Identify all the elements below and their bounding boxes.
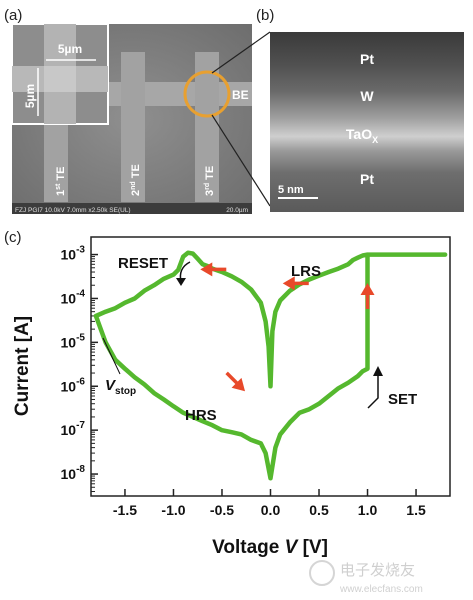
layer-label-taox: TaOX <box>346 126 378 145</box>
x-tick-label: 1.0 <box>358 502 378 518</box>
direction-arrow <box>360 282 375 309</box>
watermark-url: www.elecfans.com <box>339 584 423 595</box>
set-bent-arrow <box>367 372 379 409</box>
te-label-3: 3rd TE <box>204 166 216 196</box>
x-tick-label: 1.5 <box>406 502 426 518</box>
annotation-reset: RESET <box>118 255 168 272</box>
direction-arrow-head <box>231 377 246 392</box>
tem-scale-label: 5 nm <box>278 184 304 196</box>
top-electrode-3 <box>195 52 219 202</box>
sem-scale-text: 20.0µm <box>226 207 248 214</box>
inset-crossing <box>44 66 76 92</box>
y-tick-label: 10-5 <box>61 332 86 350</box>
y-tick-label: 10-7 <box>61 420 86 438</box>
te-label-1: 1st TE <box>55 167 67 196</box>
inset-scale-h-label: 5µm <box>58 42 82 56</box>
watermark: 电子发烧友 www.elecfans.com <box>309 560 423 595</box>
crosspoint-highlight-circle <box>183 70 231 118</box>
annotation-lrs: LRS <box>291 263 321 280</box>
x-tick-label: 0.5 <box>309 502 329 518</box>
panel-c: (c) 10-3 10-4 10-5 10-6 10-7 10-8 -1.5 -1.0 -0.… <box>4 229 451 558</box>
x-axis: -1.5 -1.0 -0.5 0.0 0.5 1.0 1.5 <box>113 489 426 518</box>
inset-scale-v-label: 5µm <box>23 84 37 108</box>
x-tick-label: -0.5 <box>210 502 234 518</box>
direction-arrow-head <box>282 276 295 291</box>
x-tick-label: -1.0 <box>161 502 185 518</box>
direction-arrow-head <box>360 282 375 295</box>
annotation-hrs: HRS <box>185 407 217 424</box>
y-axis: 10-3 10-4 10-5 10-6 10-7 10-8 <box>61 245 98 493</box>
zoom-line-bottom <box>211 114 271 207</box>
panel-b-label: (b) <box>256 7 274 24</box>
y-tick-label: 10-6 <box>61 376 86 394</box>
direction-arrows <box>200 262 375 392</box>
set-arrowhead <box>373 366 383 376</box>
be-label: BE <box>232 88 249 102</box>
annotation-vstop: Vstop <box>105 377 136 397</box>
y-axis-title: Current [A] <box>12 316 33 416</box>
direction-arrow-head <box>200 262 213 277</box>
sem-info-bar <box>12 203 252 214</box>
y-tick-label: 10-4 <box>61 288 86 306</box>
panel-a: (a) 5µm 5µm BE 1st TE 2nd TE 3rd TE FZJ … <box>4 7 271 214</box>
direction-arrow <box>282 276 309 291</box>
vstop-pointer-line <box>102 337 121 375</box>
y-tick-label: 10-3 <box>61 245 86 263</box>
panel-a-label: (a) <box>4 7 22 24</box>
y-tick-label: 10-8 <box>61 464 86 482</box>
x-axis-title: Voltage V [V] <box>212 537 328 558</box>
watermark-cn: 电子发烧友 <box>340 562 415 579</box>
iv-curve-series <box>93 250 448 481</box>
layer-label-pt-bottom: Pt <box>360 171 374 187</box>
iv-curve-group <box>93 250 448 481</box>
te-label-2: 2nd TE <box>130 164 142 196</box>
zoom-line-top <box>211 31 271 74</box>
top-electrode-2 <box>121 52 145 202</box>
watermark-logo-icon <box>309 560 335 586</box>
x-tick-label: -1.5 <box>113 502 137 518</box>
layer-label-w: W <box>360 88 374 104</box>
reset-arrowhead <box>176 278 186 286</box>
panel-c-label: (c) <box>4 229 22 246</box>
direction-arrow <box>225 371 246 392</box>
x-tick-label: 0.0 <box>261 502 281 518</box>
direction-arrow <box>200 262 227 277</box>
panel-b: (b) Pt W TaOX Pt 5 nm <box>256 7 464 212</box>
tem-image <box>270 32 464 212</box>
annotation-set: SET <box>388 391 417 408</box>
sem-info-text: FZJ PGI7 10.0kV 7.0mm x2.50k SE(UL) <box>15 207 131 214</box>
layer-label-pt-top: Pt <box>360 51 374 67</box>
